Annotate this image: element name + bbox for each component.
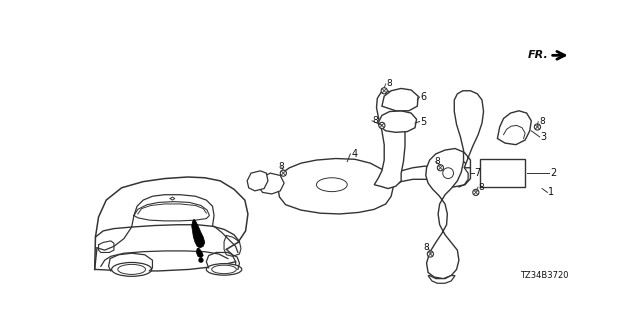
Polygon shape xyxy=(390,166,447,186)
Ellipse shape xyxy=(206,264,242,275)
Text: 5: 5 xyxy=(420,116,427,126)
Text: 4: 4 xyxy=(351,149,357,159)
Text: TZ34B3720: TZ34B3720 xyxy=(520,271,569,280)
Text: 7: 7 xyxy=(474,168,481,178)
Polygon shape xyxy=(192,219,205,248)
Circle shape xyxy=(199,258,203,262)
Circle shape xyxy=(381,88,387,94)
Circle shape xyxy=(280,170,287,176)
Text: 8: 8 xyxy=(372,116,378,125)
Text: 2: 2 xyxy=(550,168,556,178)
Circle shape xyxy=(534,124,541,130)
Polygon shape xyxy=(432,160,470,187)
Polygon shape xyxy=(382,88,418,111)
Polygon shape xyxy=(259,173,284,194)
Circle shape xyxy=(473,189,479,196)
Ellipse shape xyxy=(316,178,348,192)
Circle shape xyxy=(443,168,454,179)
Polygon shape xyxy=(378,111,417,132)
Text: 8: 8 xyxy=(478,182,484,191)
Polygon shape xyxy=(196,248,204,258)
Polygon shape xyxy=(497,111,531,145)
Text: 1: 1 xyxy=(548,188,554,197)
Text: 8: 8 xyxy=(278,163,284,172)
Circle shape xyxy=(437,165,444,171)
Polygon shape xyxy=(426,91,484,279)
Text: 8: 8 xyxy=(539,117,545,126)
Polygon shape xyxy=(247,171,268,191)
Text: 8: 8 xyxy=(435,157,440,166)
Circle shape xyxy=(379,122,385,129)
Ellipse shape xyxy=(118,264,145,275)
Text: 3: 3 xyxy=(541,132,547,142)
Text: FR.: FR. xyxy=(527,50,548,60)
Bar xyxy=(481,159,525,187)
Polygon shape xyxy=(278,158,394,214)
Text: 8: 8 xyxy=(424,243,429,252)
Ellipse shape xyxy=(212,265,236,274)
Text: 6: 6 xyxy=(420,92,426,102)
Ellipse shape xyxy=(111,262,152,276)
Circle shape xyxy=(428,251,433,257)
Text: 8: 8 xyxy=(387,79,392,88)
Polygon shape xyxy=(428,276,455,283)
Polygon shape xyxy=(374,91,405,188)
